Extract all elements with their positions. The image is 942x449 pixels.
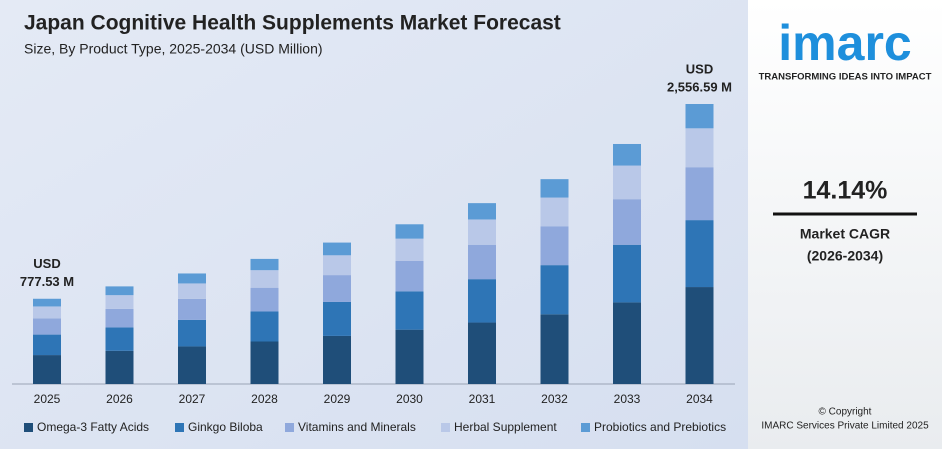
bar-segment [613,302,641,384]
bar-segment [33,334,61,356]
bar-segment [395,260,424,292]
tagline: TRANSFORMING IDEAS INTO IMPACT [759,72,932,83]
legend-swatch [581,423,590,432]
bar-segment [105,350,134,384]
bar-segment [105,308,134,328]
bar-segment [105,295,134,309]
annotation: 2,556.59 M [667,79,732,94]
x-tick-label: 2028 [251,392,278,406]
bar-segment [178,283,206,299]
bar-segment [613,199,641,245]
bar-segment [33,318,61,335]
bar-segment [178,298,206,320]
legend-label: Ginkgo Biloba [188,420,263,434]
annotation: USD [33,256,60,271]
bar-segment [395,329,424,384]
bar-segment [613,244,641,303]
bar-segment [33,298,61,307]
x-tick-label: 2027 [179,392,206,406]
bar-segment [323,301,351,336]
bar-segment [540,197,569,227]
copyright: © Copyright [819,407,872,418]
bar-segment [540,314,569,384]
bar-segment [323,242,351,256]
sidebar-background [748,0,942,449]
x-tick-label: 2025 [34,392,61,406]
bar-segment [178,346,206,384]
bar-segment [468,219,496,245]
legend-swatch [441,423,450,432]
bar-segment [685,104,714,129]
bar-segment [468,203,496,220]
x-tick-label: 2032 [541,392,568,406]
bar-segment [613,165,641,200]
bar-segment [178,319,206,347]
bar-segment [250,287,279,312]
bar-segment [395,224,424,239]
cagr-label: Market CAGR [800,226,890,242]
legend-swatch [175,423,184,432]
x-tick-label: 2033 [614,392,641,406]
bar-segment [468,322,496,384]
chart-subtitle: Size, By Product Type, 2025-2034 (USD Mi… [24,41,323,57]
legend-swatch [24,423,33,432]
bar-segment [250,270,279,288]
bar-segment [395,291,424,330]
bar-segment [468,279,496,323]
bar-segment [685,128,714,168]
bar-segment [323,255,351,276]
x-tick-label: 2031 [469,392,496,406]
legend-label: Omega-3 Fatty Acids [37,420,149,434]
x-tick-label: 2034 [686,392,713,406]
annotation: 777.53 M [20,274,74,289]
annotation: USD [686,61,713,76]
bar-segment [250,258,279,271]
cagr-period: (2026-2034) [807,248,883,264]
bar-segment [395,238,424,261]
chart-title: Japan Cognitive Health Supplements Marke… [24,12,561,35]
bar-segment [250,311,279,342]
legend-label: Probiotics and Prebiotics [594,420,726,434]
bar-segment [685,287,714,384]
bar-segment [685,167,714,221]
bar-segment [323,335,351,384]
x-tick-label: 2026 [106,392,133,406]
bar-segment [540,179,569,198]
logo: imarc [778,15,911,71]
legend-label: Herbal Supplement [454,420,557,434]
bar-segment [105,286,134,296]
bar-segment [468,244,496,280]
bar-segment [685,220,714,288]
bar-segment [250,341,279,384]
bar-segment [613,143,641,166]
bar-segment [178,273,206,284]
bar-segment [540,265,569,315]
legend-swatch [285,423,294,432]
company: IMARC Services Private Limited 2025 [761,421,929,432]
legend-label: Vitamins and Minerals [298,420,416,434]
bar-segment [33,306,61,319]
x-tick-label: 2029 [324,392,351,406]
bar-segment [105,327,134,351]
bar-segment [540,226,569,266]
bar-segment [323,275,351,302]
cagr-value: 14.14% [803,177,888,205]
bar-segment [33,355,61,384]
x-tick-label: 2030 [396,392,423,406]
